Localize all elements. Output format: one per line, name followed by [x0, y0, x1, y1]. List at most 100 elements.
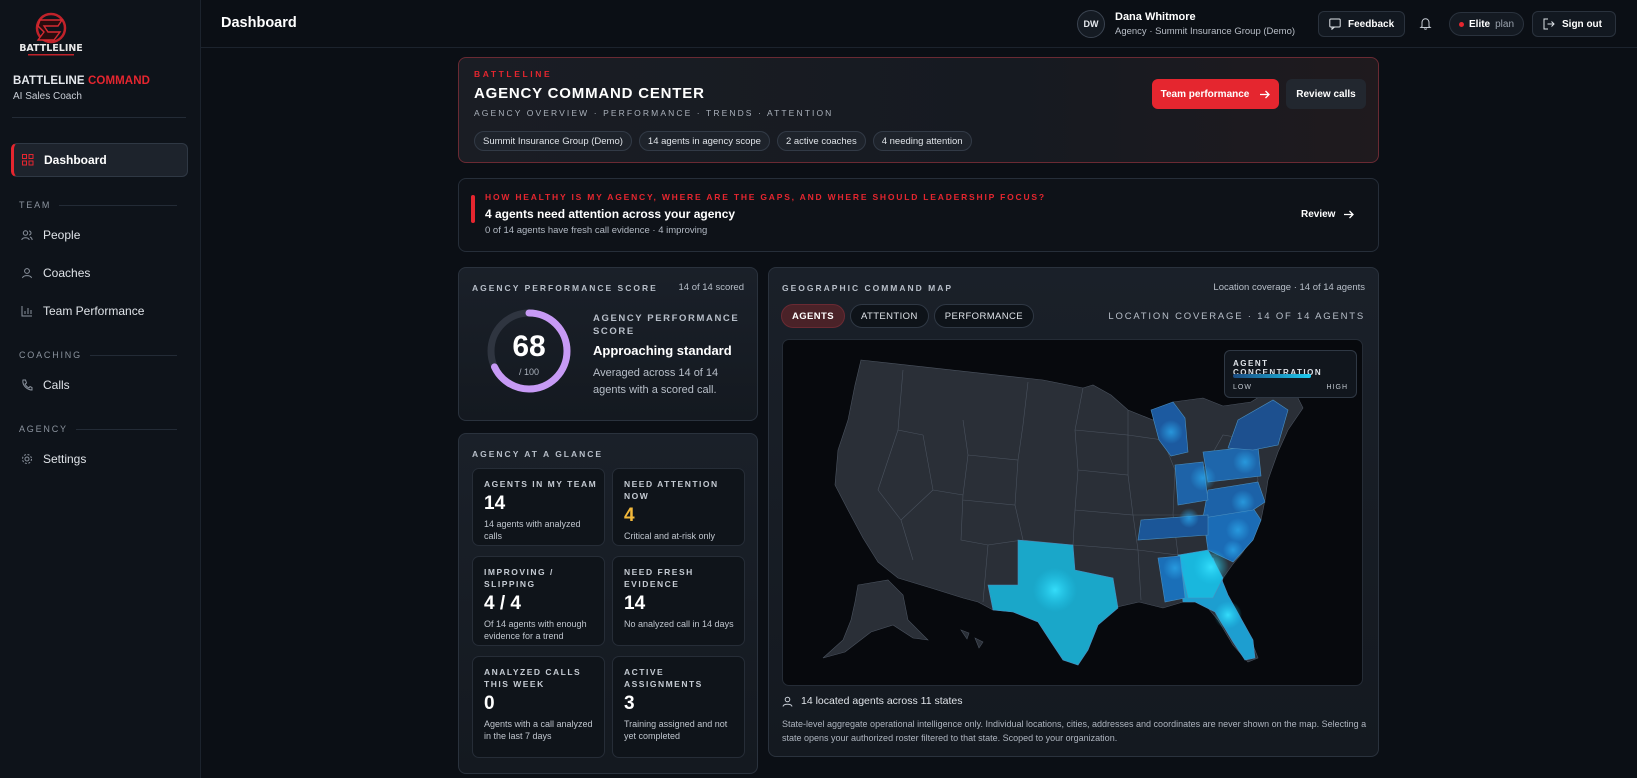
sidebar: BATTLELINE BATTLELINE COMMAND AI Sales C… [0, 0, 201, 778]
sidebar-item-label: Team Performance [43, 304, 145, 318]
scope-chips: Summit Insurance Group (Demo) 14 agents … [474, 131, 972, 151]
avatar[interactable]: DW [1077, 10, 1105, 38]
stat-description: Training assigned and not yet completed [624, 719, 728, 741]
agency-at-a-glance-card: AGENCY AT A GLANCE AGENTS IN MY TEAM 14 … [458, 433, 758, 774]
tab-agents[interactable]: AGENTS [781, 304, 845, 328]
sidebar-item-coaches[interactable]: Coaches [11, 256, 188, 290]
score-gauge [487, 309, 571, 393]
bar-chart-icon [21, 306, 32, 317]
card-label: GEOGRAPHIC COMMAND MAP [782, 283, 954, 293]
stat-description: 14 agents with analyzed calls [484, 519, 581, 541]
located-agents-summary: 14 located agents across 11 states [782, 695, 963, 707]
state-alaska [822, 579, 929, 659]
command-center-hero: BATTLELINE AGENCY COMMAND CENTER AGENCY … [458, 57, 1379, 163]
sidebar-item-calls[interactable]: Calls [11, 368, 188, 402]
banner-accent-bar [471, 195, 475, 223]
arrow-right-icon [1260, 90, 1271, 98]
sidebar-item-label: Settings [43, 452, 87, 466]
map-tabs: AGENTS ATTENTION PERFORMANCE [781, 304, 1035, 328]
legend-low: LOW [1233, 384, 1252, 391]
sidebar-item-settings[interactable]: Settings [11, 442, 188, 476]
grid-icon [22, 154, 34, 166]
sign-out-icon [1543, 18, 1555, 30]
us-map[interactable]: AGENT CONCENTRATION LOW HIGH [782, 339, 1363, 686]
stat-label: AGENTS IN MY TEAM [484, 479, 598, 489]
team-performance-button[interactable]: Team performance [1152, 79, 1279, 109]
hero-eyebrow: BATTLELINE [474, 69, 553, 79]
hero-subtitle: AGENCY OVERVIEW · PERFORMANCE · TRENDS ·… [474, 108, 834, 118]
chip-active-coaches: 2 active coaches [776, 131, 866, 151]
card-label: AGENCY PERFORMANCE SCORE [472, 283, 658, 293]
score-heading: AGENCY PERFORMANCE SCORE [593, 313, 740, 337]
chip-agents-scope: 14 agents in agency scope [638, 131, 770, 151]
stat-need-attention[interactable]: NEED ATTENTION NOW 4 Critical and at-ris… [612, 468, 745, 546]
chip-needing-attention: 4 needing attention [872, 131, 972, 151]
user-name: Dana Whitmore [1115, 11, 1196, 23]
stat-need-fresh-evidence[interactable]: NEED FRESH EVIDENCE 14 No analyzed call … [612, 556, 745, 646]
sidebar-item-team-performance[interactable]: Team Performance [11, 294, 188, 328]
gear-icon [22, 454, 32, 464]
stat-label: NEED FRESH EVIDENCE [624, 567, 694, 589]
section-label-team: TEAM [19, 200, 177, 210]
sidebar-item-label: Dashboard [44, 153, 107, 167]
legend-gradient [1233, 374, 1311, 378]
stat-description: Agents with a call analyzed in the last … [484, 719, 593, 741]
page-title: Dashboard [221, 15, 297, 31]
tab-attention[interactable]: ATTENTION [850, 304, 929, 328]
map-coverage-meta: Location coverage · 14 of 14 agents [1213, 282, 1365, 293]
sidebar-item-label: People [43, 228, 81, 242]
sidebar-divider [12, 117, 186, 118]
sidebar-item-dashboard[interactable]: Dashboard [11, 143, 188, 177]
stat-label: ANALYZED CALLS THIS WEEK [484, 667, 582, 689]
score-status: Approaching standard [593, 343, 732, 358]
section-label-coaching: COACHING [19, 350, 177, 360]
battleline-logo: BATTLELINE [19, 12, 83, 56]
map-privacy-note: State-level aggregate operational intell… [782, 719, 1367, 743]
feedback-button[interactable]: Feedback [1318, 11, 1406, 37]
message-icon [1329, 18, 1341, 30]
coach-icon [22, 268, 32, 279]
score-description: Averaged across 14 of 14 agents with a s… [593, 367, 719, 396]
banner-title: 4 agents need attention across your agen… [485, 207, 736, 221]
banner-subtitle: 0 of 14 agents have fresh call evidence … [485, 225, 708, 236]
stat-agents-in-team[interactable]: AGENTS IN MY TEAM 14 14 agents with anal… [472, 468, 605, 546]
people-icon [21, 230, 33, 241]
phone-icon [22, 379, 33, 391]
sidebar-item-people[interactable]: People [11, 218, 188, 252]
chip-organization: Summit Insurance Group (Demo) [474, 131, 632, 151]
us-states-map[interactable] [783, 340, 1363, 686]
stat-analyzed-calls[interactable]: ANALYZED CALLS THIS WEEK 0 Agents with a… [472, 656, 605, 758]
plan-badge[interactable]: Elite plan [1449, 12, 1525, 36]
legend-high: HIGH [1326, 384, 1348, 391]
bell-icon[interactable] [1419, 17, 1432, 30]
plan-dot-icon [1459, 21, 1464, 27]
legend-title: AGENT CONCENTRATION [1233, 359, 1323, 377]
tab-performance[interactable]: PERFORMANCE [933, 304, 1035, 328]
stat-value: 14 [484, 493, 506, 514]
stat-description: Critical and at-risk only [624, 531, 716, 541]
state-hawaii [960, 629, 984, 649]
geographic-command-map-card: GEOGRAPHIC COMMAND MAP Location coverage… [768, 267, 1379, 757]
review-calls-button[interactable]: Review calls [1286, 79, 1366, 109]
stat-description: Of 14 agents with enough evidence for a … [484, 619, 587, 641]
score-value: 68 [512, 330, 546, 363]
stat-description: No analyzed call in 14 days [624, 619, 734, 629]
agent-icon [782, 696, 793, 707]
card-label: AGENCY AT A GLANCE [472, 449, 604, 459]
arrow-right-icon [1344, 210, 1355, 219]
agency-performance-score-card: AGENCY PERFORMANCE SCORE 14 of 14 scored… [458, 267, 758, 421]
section-label-agency: AGENCY [19, 424, 177, 434]
agent-concentration-legend: AGENT CONCENTRATION LOW HIGH [1224, 350, 1357, 398]
sidebar-item-label: Calls [43, 378, 70, 392]
location-coverage: LOCATION COVERAGE · 14 OF 14 AGENTS [1108, 311, 1365, 322]
user-organization: Agency · Summit Insurance Group (Demo) [1115, 26, 1296, 37]
sidebar-item-label: Coaches [43, 266, 91, 280]
review-button[interactable]: Review [1301, 209, 1355, 220]
banner-question: HOW HEALTHY IS MY AGENCY, WHERE ARE THE … [485, 192, 1046, 202]
sign-out-button[interactable]: Sign out [1532, 11, 1616, 37]
stat-active-assignments[interactable]: ACTIVE ASSIGNMENTS 3 Training assigned a… [612, 656, 745, 758]
stat-improving-slipping[interactable]: IMPROVING / SLIPPING 4 / 4 Of 14 agents … [472, 556, 605, 646]
stat-label: NEED ATTENTION NOW [624, 479, 719, 501]
svg-text:BATTLELINE: BATTLELINE [19, 43, 83, 54]
stat-label: ACTIVE ASSIGNMENTS [624, 667, 703, 689]
